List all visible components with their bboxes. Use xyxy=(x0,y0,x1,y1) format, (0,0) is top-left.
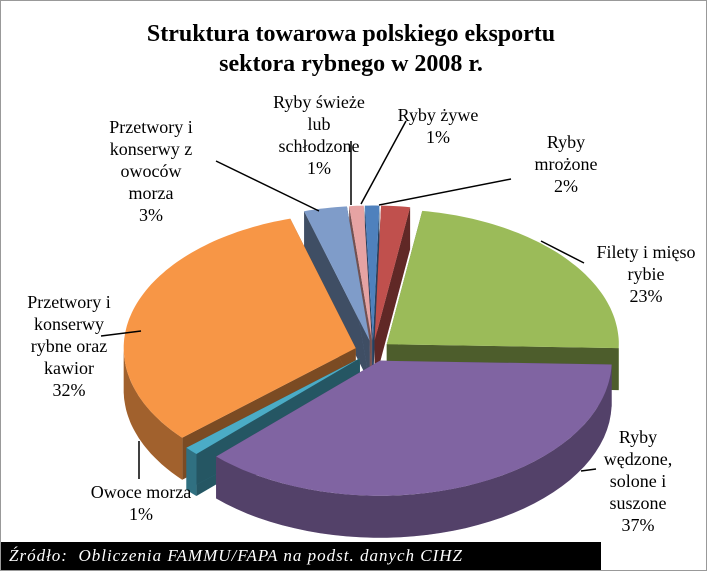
chart-title: Struktura towarowa polskiego eksportu se… xyxy=(146,21,556,77)
leader-line xyxy=(100,330,142,337)
slice xyxy=(304,206,370,383)
slice-top xyxy=(386,210,619,349)
slice-label: Ryby świeże lub schłodzone 1% xyxy=(244,91,394,179)
slice xyxy=(386,210,619,391)
leader-line xyxy=(580,468,597,472)
slice-label: Owoce morza 1% xyxy=(66,481,216,525)
category-label: Ryby wędzone, solone i suszone xyxy=(603,427,673,513)
slice-wall-shade xyxy=(123,348,183,480)
slice-wall xyxy=(123,348,183,480)
value-label: 3% xyxy=(139,205,163,225)
slice-top xyxy=(349,205,372,341)
slice-label: Przetwory i konserwy z owoców morza 3% xyxy=(76,116,226,226)
category-label: Filety i mięso rybie xyxy=(596,242,696,284)
category-label: Ryby świeże lub schłodzone xyxy=(273,92,365,156)
value-label: 2% xyxy=(554,176,578,196)
value-label: 1% xyxy=(307,158,331,178)
slice-label: Ryby wędzone, solone i suszone 37% xyxy=(563,426,707,536)
slice-top xyxy=(216,360,612,496)
value-label: 32% xyxy=(52,380,86,400)
leader-line xyxy=(215,160,320,212)
slice-label: Ryby żywe 1% xyxy=(363,104,513,148)
leader-line xyxy=(540,240,585,264)
slice-wall-shade xyxy=(216,364,612,538)
category-label: Przetwory i konserwy z owoców morza xyxy=(109,117,193,203)
category-label: Ryby mrożone xyxy=(534,132,598,174)
slice-side-shade xyxy=(374,207,411,383)
slice xyxy=(374,205,411,383)
slice-side-shade xyxy=(372,205,380,383)
leader-line xyxy=(360,120,407,205)
slice-top xyxy=(364,205,380,341)
slice-label: Przetwory i konserwy rybne oraz kawior 32… xyxy=(0,291,144,401)
value-label: 23% xyxy=(629,286,663,306)
slice-wall xyxy=(216,364,612,538)
slice xyxy=(216,360,612,538)
value-label: 1% xyxy=(129,504,153,524)
slice-side-shade xyxy=(304,211,370,383)
source-note: Źródło: Obliczenia FAMMU/FAPA na podst. … xyxy=(1,542,601,570)
slice-top xyxy=(123,218,356,438)
category-label: Owoce morza xyxy=(90,482,192,502)
slice-label: Filety i mięso rybie 23% xyxy=(571,241,707,307)
category-label: Ryby żywe xyxy=(397,105,479,125)
slice-label: Ryby mrożone 2% xyxy=(491,131,641,197)
slice-top xyxy=(374,205,411,341)
slice-top xyxy=(304,206,370,341)
leader-line xyxy=(378,178,512,206)
value-label: 37% xyxy=(621,515,655,535)
value-label: 1% xyxy=(426,127,450,147)
slice-wall xyxy=(186,447,197,496)
category-label: Przetwory i konserwy rybne oraz kawior xyxy=(27,292,111,378)
slice-top xyxy=(186,358,360,454)
slice-wall-shade xyxy=(186,447,197,496)
